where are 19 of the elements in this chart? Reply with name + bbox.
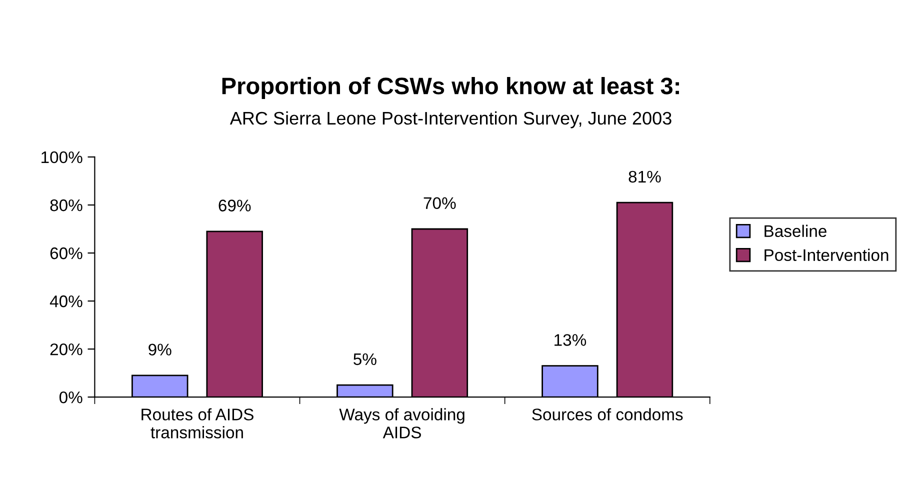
y-tick-label: 0%: [59, 391, 82, 404]
y-tick-label: 100%: [42, 151, 82, 164]
data-label: 9%: [148, 344, 172, 356]
legend-label: Post-Intervention: [764, 248, 888, 261]
x-tick-label: Ways of avoiding AIDS: [339, 408, 464, 438]
x-tick-label: Sources of condoms: [532, 408, 683, 420]
chart-title: Proportion of CSWs who know at least 3:: [222, 77, 679, 100]
data-label: 5%: [354, 353, 376, 366]
data-label: 13%: [554, 334, 586, 346]
data-label: 70%: [424, 197, 456, 210]
legend-label: Baseline: [764, 224, 826, 238]
y-tick-label: 60%: [50, 247, 82, 260]
y-tick-label: 80%: [50, 199, 82, 212]
data-label: 69%: [218, 200, 251, 212]
y-tick-label: 40%: [50, 295, 82, 308]
x-tick-label: Routes of AIDS transmission: [142, 408, 254, 438]
chart-subtitle: ARC Sierra Leone Post-Intervention Survey, June 2003: [230, 111, 672, 128]
y-tick-label: 20%: [50, 343, 82, 356]
data-label: 81%: [628, 170, 661, 183]
